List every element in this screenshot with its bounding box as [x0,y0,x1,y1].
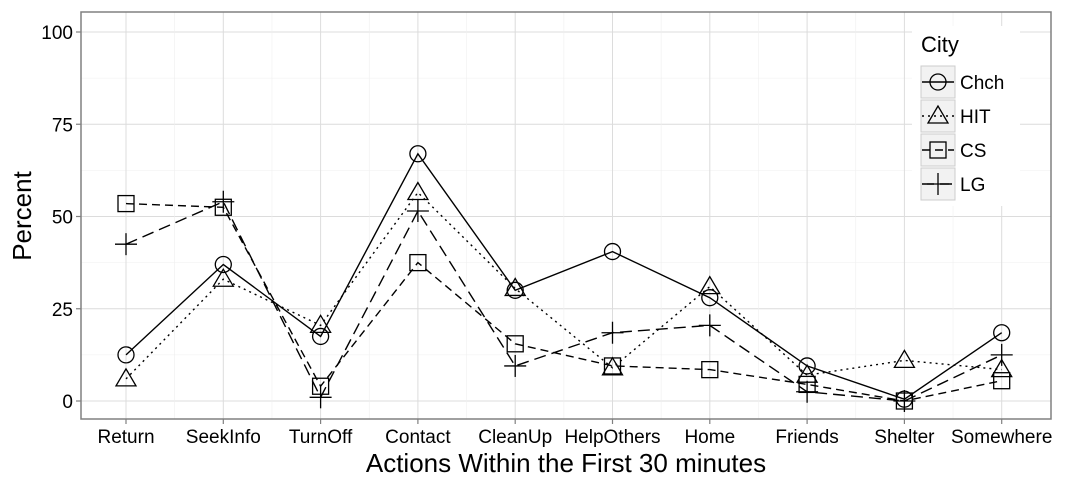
data-point-chch [603,242,622,261]
data-point-lg [698,314,721,337]
x-tick-label: Shelter [874,427,935,448]
data-point-hit [893,349,916,369]
data-point-hit [114,367,138,387]
legend-marker-lg [927,173,949,195]
x-tick-label: CleanUp [478,427,552,448]
panel-border [80,11,1052,420]
legend-item-lg: LG [920,167,985,201]
data-point-cs [409,253,427,272]
data-point-chch [993,324,1011,342]
legend-marker-hit [926,104,950,124]
series-line-cs [125,202,1002,402]
legend-item-hit: HIT [920,99,991,133]
x-tick-label: Friends [775,427,838,448]
legend-label: CS [960,141,986,162]
data-point-hit [309,314,332,334]
axis-ticks: 0 25 50 75 100 Return SeekInfo TurnOff Contact Cl… [41,23,1052,448]
data-point-lg [893,390,916,412]
data-point-cs [117,194,135,213]
data-point-lg [212,190,235,213]
data-point-hit [212,267,235,287]
legend-title: City [921,32,959,57]
data-point-lg [115,233,137,256]
series-layer [114,145,1013,412]
data-point-lg [990,343,1013,366]
panel-background [81,12,1051,419]
y-axis-title: Percent [7,170,37,260]
x-tick-label: HelpOthers [564,427,660,448]
series-line-lg [125,200,1002,402]
data-point-cs [701,360,719,379]
x-tick-label: Return [97,427,154,448]
data-point-cs [603,357,622,375]
data-point-lg [601,321,624,344]
data-point-chch [214,255,232,274]
legend-label: LG [960,175,985,196]
legend-item-cs: CS [920,133,986,167]
x-axis-title: Actions Within the First 30 minutes [366,448,766,477]
y-tick-label: 50 [52,208,73,229]
x-tick-label: Home [684,427,735,448]
data-point-chch [506,281,524,299]
legend: City Chch HIT CS LG [912,26,1020,206]
data-point-chch [311,327,330,346]
legend-label: Chch [960,73,1004,94]
data-point-lg [309,386,332,409]
data-point-lg [406,199,429,222]
data-point-lg [796,380,819,403]
y-tick-label: 75 [52,115,73,136]
x-tick-label: SeekInfo [186,427,261,448]
data-point-chch [409,145,427,163]
data-point-cs [506,335,524,353]
data-point-chch [701,289,719,307]
data-point-cs [993,372,1011,390]
legend-items: Chch HIT CS LG [920,65,1004,201]
legend-marker-chch [929,73,947,91]
data-point-chch [117,346,135,364]
legend-item-chch: Chch [920,65,1004,99]
data-point-lg [504,354,527,377]
y-tick-label: 25 [52,300,73,321]
x-tick-label: TurnOff [289,427,353,448]
y-tick-label: 100 [41,23,73,44]
legend-label: HIT [960,107,991,128]
data-point-hit [990,358,1013,378]
x-tick-label: Contact [385,427,451,448]
series-line-hit [125,191,1002,380]
data-point-hit [504,277,527,297]
data-point-hit [698,275,721,295]
legend-marker-cs [929,141,947,159]
data-point-chch [798,357,816,375]
x-tick-label: Somewhere [951,427,1052,448]
data-point-hit [406,181,430,201]
y-tick-label: 0 [62,392,73,413]
